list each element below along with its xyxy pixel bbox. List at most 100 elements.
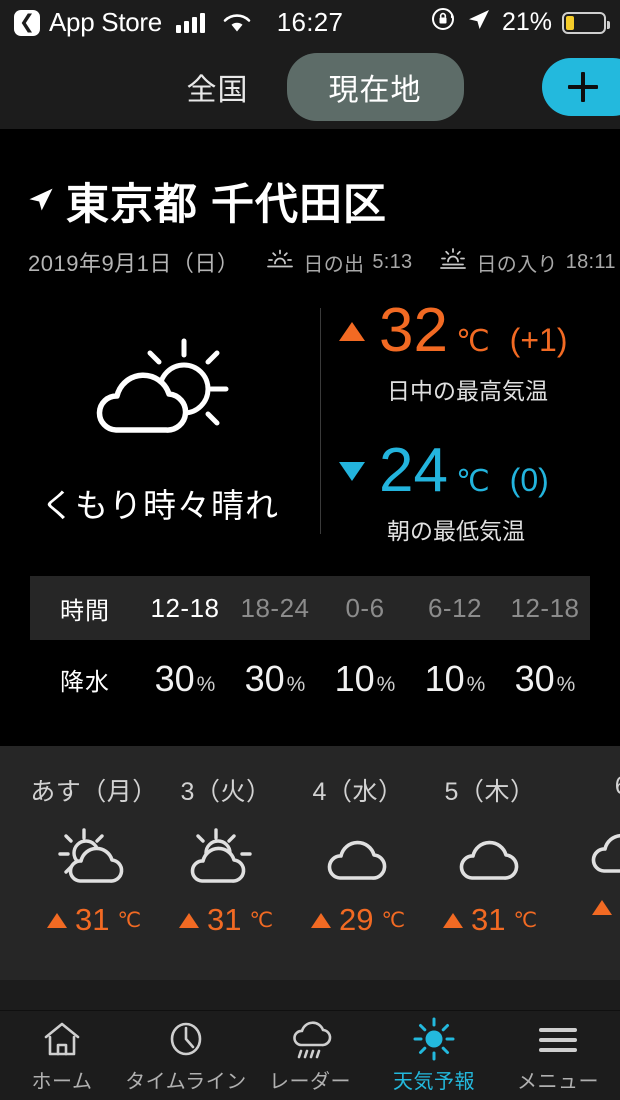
hourly-time-cell: 0-6 [345,592,385,623]
hourly-forecast-table: 時間 12-18 18-24 0-6 6-12 12-18 降水 30% 30%… [30,576,590,718]
high-temp-unit: ℃ [455,325,490,358]
cloud-icon [444,826,536,888]
sunrise-icon [265,247,295,277]
hourly-precip-cell: 30% [244,658,306,699]
sunset-time: 18:11 [565,250,616,273]
sunrise-label: 日の出 [303,253,365,276]
sunrise-info: 日の出 5:13 [265,247,412,277]
weekly-day-label: 4（水） [312,778,404,806]
triangle-up-icon [442,912,463,928]
nav-label-home: ホーム [31,1071,93,1093]
triangle-up-icon [592,900,613,915]
location-header[interactable]: 東京都 千代田区 [0,130,620,232]
hourly-time-row-label: 時間 [60,597,110,625]
nav-label-radar: レーダー [269,1071,351,1093]
current-conditions: くもり時々晴れ 32 ℃ (+1) 日中の最高気温 24 [0,278,620,546]
nav-item-home[interactable]: ホーム [0,1017,124,1094]
location-arrow-icon [26,184,56,219]
low-temperature-block: 24 ℃ (0) 朝の最低気温 [339,440,620,546]
weekly-day-item[interactable]: 6 ℃ [556,772,620,920]
chevron-left-icon[interactable]: ❮ [14,9,40,36]
weekly-day-item[interactable]: あす（月） 31 ℃ [28,772,160,938]
condition-text: くもり時々晴れ [41,487,279,524]
nav-label-menu: メニュー [517,1071,599,1093]
weekly-day-item[interactable]: 5（木） 31 ℃ [424,772,556,938]
vertical-divider [320,308,321,534]
nav-item-radar[interactable]: レーダー [248,1017,372,1094]
wifi-icon [222,12,252,34]
rotation-lock-icon [430,6,456,39]
triangle-up-icon [178,912,199,928]
high-temp-value: 32 [379,296,448,365]
hourly-precip-cell: 30% [514,658,576,699]
sunset-info: 日の入り 18:11 [438,247,615,277]
low-temp-caption: 朝の最低気温 [387,518,525,544]
high-temp-delta: (+1) [509,322,568,358]
weekly-day-high: ℃ [592,895,620,920]
nav-item-menu[interactable]: メニュー [496,1017,620,1094]
sunset-label: 日の入り [476,253,558,276]
triangle-down-icon [339,461,365,481]
home-icon [40,1017,84,1061]
weekly-day-high: 31 ℃ [46,902,141,938]
sunrise-time: 5:13 [372,250,413,273]
status-bar-right: 21% [430,6,610,39]
weekly-day-label: 6 [615,772,620,801]
weekly-day-item[interactable]: 3（火） 31 ℃ [160,772,292,938]
low-temp-unit: ℃ [455,465,490,498]
tab-current-location[interactable]: 現在地 [286,53,464,121]
sunset-icon [438,247,468,277]
hourly-precip-cell: 30% [154,658,216,699]
hourly-time-cell: 12-18 [150,592,220,623]
bottom-navigation-bar: ホーム タイムライン [0,1010,620,1100]
triangle-up-icon [310,912,331,928]
top-tab-bar: 全国 現在地 [0,45,620,130]
weekly-day-label: 5（木） [444,778,536,806]
sun-behind-cloud-icon [80,327,240,457]
weekly-day-high: 31 ℃ [178,902,273,938]
sun-behind-cloud-icon [180,826,272,888]
hourly-time-row: 時間 12-18 18-24 0-6 6-12 12-18 [30,576,590,640]
weekly-forecast-row: あす（月） 31 ℃ [0,772,620,938]
date-and-sun-row: 2019年9月1日（日） 日の出 5:13 [0,232,620,278]
condition-panel: くもり時々晴れ [0,300,320,546]
hourly-precip-cell: 10% [334,658,396,699]
weekly-day-high: 29 ℃ [310,902,405,938]
hourly-precip-cell: 10% [424,658,486,699]
clock-icon [164,1017,208,1061]
battery-icon [562,11,610,34]
status-bar: ❮ App Store 16:27 [0,0,620,45]
triangle-up-icon [339,321,365,341]
sun-icon [410,1017,458,1061]
cellular-signal-icon [175,12,205,33]
nav-label-forecast: 天気予報 [393,1071,475,1093]
current-weather-card: 東京都 千代田区 2019年9月1日（日） 日の出 5:13 [0,130,620,746]
status-bar-left: ❮ App Store [14,7,252,38]
weekly-forecast[interactable]: あす（月） 31 ℃ [0,746,620,980]
cloud-icon [312,826,404,888]
hamburger-icon [535,1017,581,1061]
nav-item-forecast[interactable]: 天気予報 [372,1017,496,1094]
status-bar-app-name[interactable]: App Store [49,7,162,37]
tab-nationwide[interactable]: 全国 [186,74,249,107]
high-temperature-block: 32 ℃ (+1) 日中の最高気温 [339,300,620,406]
hourly-time-cell: 18-24 [240,592,310,623]
triangle-up-icon [46,912,67,928]
weekly-day-label: 3（火） [180,778,272,806]
weekly-day-item[interactable]: 4（水） 29 ℃ [292,772,424,938]
low-temp-value: 24 [379,436,448,505]
hourly-time-cell: 12-18 [510,592,580,623]
cloud-icon [576,819,620,881]
forecast-date: 2019年9月1日（日） [28,251,240,276]
sun-behind-cloud-icon [48,826,140,888]
weekly-day-label: あす（月） [30,778,158,806]
battery-percent-label: 21% [501,8,552,36]
nav-item-timeline[interactable]: タイムライン [124,1017,248,1094]
high-temp-caption: 日中の最高気温 [387,378,548,404]
region-tabs: 全国 現在地 [157,53,464,121]
location-arrow-icon [466,6,492,39]
add-location-button[interactable] [542,58,620,116]
hourly-time-cell: 6-12 [427,592,483,623]
nav-label-timeline: タイムライン [125,1071,247,1093]
